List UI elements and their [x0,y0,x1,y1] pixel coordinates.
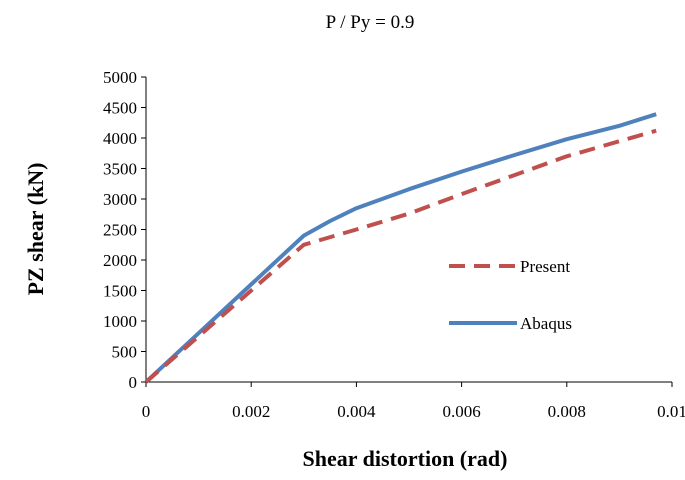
legend-label-abaqus: Abaqus [520,314,572,333]
y-tick-label: 1500 [103,282,137,301]
legend: Present Abaqus [449,257,572,333]
y-tick-label: 3500 [103,160,137,179]
y-tick-label: 2000 [103,251,137,270]
y-tick-label: 0 [129,373,138,392]
x-tick-label: 0.01 [657,402,685,421]
y-tick-label: 500 [112,343,138,362]
chart-title: P / Py = 0.9 [326,12,415,33]
x-tick-label: 0.006 [442,402,480,421]
y-tick-label: 4500 [103,99,137,118]
x-tick-label: 0.002 [232,402,270,421]
y-tick-label: 5000 [103,68,137,87]
x-tick-label: 0.004 [337,402,376,421]
y-tick-label: 1000 [103,312,137,331]
y-tick-label: 2500 [103,221,137,240]
x-tick-label: 0 [142,402,151,421]
series-line-present [144,128,657,384]
x-tick-label: 0.008 [548,402,586,421]
series-line-abaqus [144,112,657,384]
legend-label-present: Present [520,257,570,276]
y-tick-label: 4000 [103,129,137,148]
x-axis-title: Shear distortion (rad) [303,446,508,471]
y-axis-title: PZ shear (kN) [23,163,48,296]
y-tick-label: 3000 [103,190,137,209]
plot-area: 0 500 1000 1500 2000 2500 3000 3500 4000 4500 5000… [103,68,685,421]
